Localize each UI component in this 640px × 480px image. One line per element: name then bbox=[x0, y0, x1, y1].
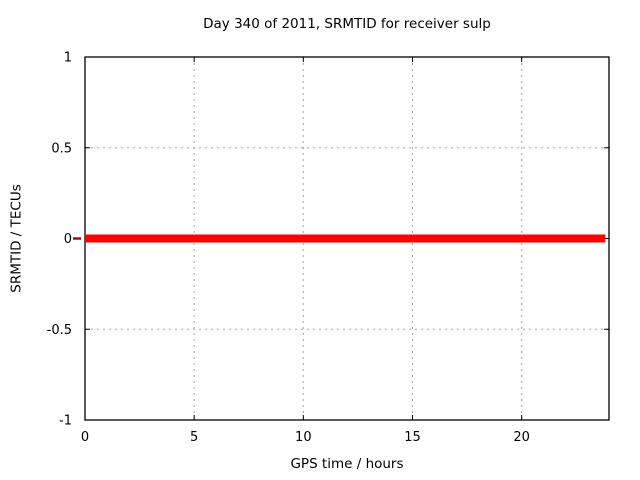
x-axis-label: GPS time / hours bbox=[290, 456, 404, 472]
y-tick-label: 1 bbox=[64, 51, 72, 66]
x-tick-label: 5 bbox=[190, 430, 198, 445]
y-tick-label: -1 bbox=[59, 414, 72, 429]
outer-dash bbox=[73, 237, 81, 240]
x-tick-label: 20 bbox=[513, 430, 530, 445]
y-tick-label: 0 bbox=[64, 232, 72, 247]
y-tick-label: -0.5 bbox=[47, 323, 72, 338]
y-tick-label: 0.5 bbox=[51, 141, 72, 156]
x-tick-label: 15 bbox=[404, 430, 421, 445]
x-tick-label: 0 bbox=[81, 430, 89, 445]
x-tick-label: 10 bbox=[295, 430, 312, 445]
chart-title: Day 340 of 2011, SRMTID for receiver sul… bbox=[203, 16, 491, 32]
